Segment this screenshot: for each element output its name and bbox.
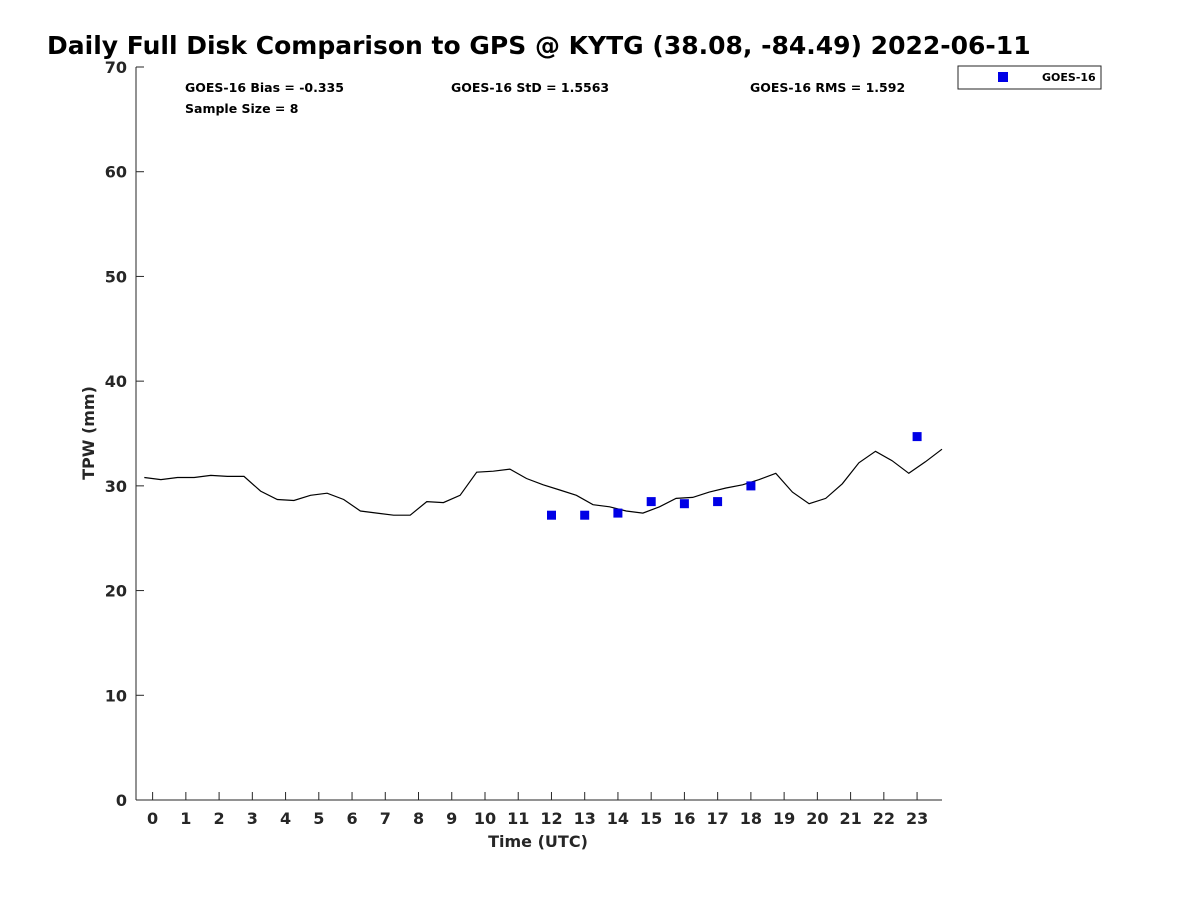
x-tick-label: 6 bbox=[346, 809, 357, 828]
stat-bias: GOES-16 Bias = -0.335 bbox=[185, 80, 344, 95]
goes16-point bbox=[547, 510, 556, 520]
y-tick-label: 0 bbox=[116, 791, 127, 810]
x-tick-label: 18 bbox=[740, 809, 762, 828]
x-tick-label: 0 bbox=[147, 809, 158, 828]
x-tick-label: 15 bbox=[640, 809, 662, 828]
x-tick-label: 9 bbox=[446, 809, 457, 828]
goes16-point bbox=[912, 432, 922, 442]
x-tick-label: 16 bbox=[673, 809, 695, 828]
y-tick-label: 10 bbox=[105, 686, 127, 705]
x-tick-label: 20 bbox=[806, 809, 828, 828]
goes16-point bbox=[646, 497, 656, 507]
stat-sample-size: Sample Size = 8 bbox=[185, 101, 298, 116]
x-tick-label: 17 bbox=[707, 809, 729, 828]
x-tick-label: 10 bbox=[474, 809, 496, 828]
legend-box bbox=[957, 65, 1102, 90]
x-tick-label: 5 bbox=[313, 809, 324, 828]
x-tick-label: 21 bbox=[839, 809, 861, 828]
series-layer bbox=[144, 432, 943, 520]
x-axis-label: Time (UTC) bbox=[488, 832, 588, 851]
x-tick-label: 2 bbox=[214, 809, 225, 828]
x-tick-label: 13 bbox=[574, 809, 596, 828]
x-tick-label: 3 bbox=[247, 809, 258, 828]
y-tick-label: 20 bbox=[105, 582, 127, 601]
goes16-point bbox=[613, 508, 623, 518]
y-ticks: 0 10 20 30 40 50 60 70 bbox=[105, 58, 144, 810]
gps-tpw-line bbox=[144, 448, 943, 516]
x-tick-label: 8 bbox=[413, 809, 424, 828]
chart-title: Daily Full Disk Comparison to GPS @ KYTG… bbox=[47, 31, 1031, 60]
x-tick-label: 11 bbox=[507, 809, 529, 828]
stat-std: GOES-16 StD = 1.5563 bbox=[451, 80, 609, 95]
y-tick-label: 50 bbox=[105, 267, 127, 286]
x-tick-label: 1 bbox=[180, 809, 191, 828]
x-tick-label: 14 bbox=[607, 809, 629, 828]
goes16-point bbox=[713, 497, 723, 507]
x-tick-label: 4 bbox=[280, 809, 291, 828]
y-tick-label: 30 bbox=[105, 477, 127, 496]
x-tick-label: 19 bbox=[773, 809, 795, 828]
legend-marker bbox=[998, 72, 1008, 82]
x-tick-label: 7 bbox=[380, 809, 391, 828]
legend-label: GOES-16 bbox=[1042, 71, 1096, 84]
x-ticks: 0 1 2 3 4 5 6 7 8 9 10 11 12 13 14 15 16 17 18 19 20 21 22 23 bbox=[147, 792, 928, 828]
y-tick-label: 40 bbox=[105, 372, 127, 391]
plot-area bbox=[136, 67, 942, 800]
x-tick-label: 23 bbox=[906, 809, 928, 828]
legend: GOES-16 bbox=[957, 65, 1102, 90]
y-axis-label: TPW (mm) bbox=[79, 386, 98, 480]
x-tick-label: 22 bbox=[873, 809, 895, 828]
goes16-point bbox=[580, 510, 590, 520]
stat-rms: GOES-16 RMS = 1.592 bbox=[750, 80, 905, 95]
goes16-point bbox=[679, 499, 689, 509]
goes16-point bbox=[746, 481, 756, 491]
y-tick-label: 70 bbox=[105, 58, 127, 77]
x-tick-label: 12 bbox=[540, 809, 562, 828]
y-tick-label: 60 bbox=[105, 163, 127, 182]
